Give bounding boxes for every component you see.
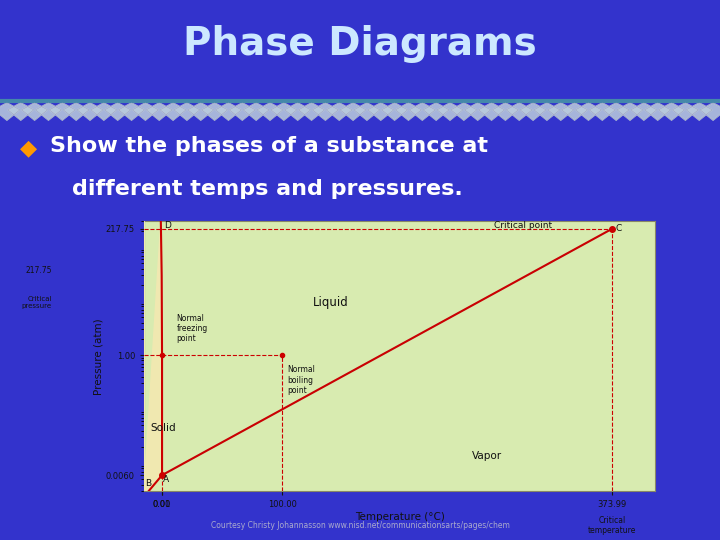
- Polygon shape: [257, 103, 283, 120]
- Polygon shape: [382, 103, 408, 120]
- Polygon shape: [8, 103, 34, 120]
- Polygon shape: [146, 103, 172, 120]
- Polygon shape: [686, 103, 712, 120]
- Polygon shape: [161, 221, 612, 475]
- Polygon shape: [188, 103, 214, 120]
- Polygon shape: [672, 103, 698, 120]
- Text: 217.75: 217.75: [25, 266, 52, 274]
- Polygon shape: [506, 103, 532, 120]
- Text: Courtesy Christy Johannasson www.nisd.net/communicationsarts/pages/chem: Courtesy Christy Johannasson www.nisd.ne…: [210, 521, 510, 530]
- Polygon shape: [464, 103, 490, 120]
- Polygon shape: [700, 103, 720, 120]
- Polygon shape: [410, 103, 436, 120]
- Polygon shape: [284, 103, 310, 120]
- Text: B: B: [145, 479, 151, 488]
- Text: different temps and pressures.: different temps and pressures.: [72, 179, 463, 199]
- X-axis label: Temperature (°C): Temperature (°C): [355, 512, 444, 522]
- Polygon shape: [243, 103, 269, 120]
- Polygon shape: [104, 103, 130, 120]
- Text: ◆: ◆: [20, 138, 37, 158]
- Text: Normal
freezing
point: Normal freezing point: [176, 314, 208, 343]
- Text: Show the phases of a substance at: Show the phases of a substance at: [50, 136, 488, 156]
- Polygon shape: [119, 103, 145, 120]
- Polygon shape: [174, 103, 200, 120]
- Polygon shape: [22, 103, 48, 120]
- Polygon shape: [63, 103, 89, 120]
- Polygon shape: [617, 103, 643, 120]
- Polygon shape: [451, 103, 477, 120]
- Polygon shape: [437, 103, 463, 120]
- Polygon shape: [215, 103, 241, 120]
- Text: Liquid: Liquid: [312, 296, 348, 309]
- Polygon shape: [91, 103, 117, 120]
- Polygon shape: [423, 103, 449, 120]
- Text: Critical
temperature: Critical temperature: [588, 516, 636, 536]
- Polygon shape: [202, 103, 228, 120]
- Text: Vapor: Vapor: [472, 451, 502, 461]
- Polygon shape: [0, 103, 20, 120]
- Polygon shape: [35, 103, 61, 120]
- Text: Critical
pressure: Critical pressure: [22, 296, 52, 309]
- Polygon shape: [548, 103, 574, 120]
- Polygon shape: [534, 103, 560, 120]
- Polygon shape: [271, 103, 297, 120]
- Text: D: D: [164, 221, 171, 230]
- Text: Critical point: Critical point: [494, 221, 552, 230]
- Polygon shape: [77, 103, 103, 120]
- Polygon shape: [479, 103, 505, 120]
- Polygon shape: [395, 103, 421, 120]
- Text: C: C: [616, 224, 622, 233]
- Text: A: A: [163, 475, 169, 484]
- Text: Solid: Solid: [150, 423, 176, 433]
- Polygon shape: [492, 103, 518, 120]
- Polygon shape: [520, 103, 546, 120]
- Polygon shape: [299, 103, 325, 120]
- Polygon shape: [144, 221, 162, 497]
- Polygon shape: [230, 103, 256, 120]
- Polygon shape: [132, 103, 158, 120]
- Polygon shape: [326, 103, 352, 120]
- Polygon shape: [340, 103, 366, 120]
- Polygon shape: [144, 221, 655, 491]
- Polygon shape: [631, 103, 657, 120]
- Polygon shape: [354, 103, 380, 120]
- Y-axis label: Pressure (atm): Pressure (atm): [93, 318, 103, 395]
- Polygon shape: [603, 103, 629, 120]
- Polygon shape: [312, 103, 338, 120]
- Polygon shape: [659, 103, 685, 120]
- Polygon shape: [590, 103, 616, 120]
- Text: Normal
boiling
point: Normal boiling point: [287, 365, 315, 395]
- Polygon shape: [50, 103, 76, 120]
- Polygon shape: [368, 103, 394, 120]
- Polygon shape: [575, 103, 601, 120]
- Polygon shape: [160, 103, 186, 120]
- Polygon shape: [562, 103, 588, 120]
- Polygon shape: [644, 103, 670, 120]
- Text: Phase Diagrams: Phase Diagrams: [183, 25, 537, 63]
